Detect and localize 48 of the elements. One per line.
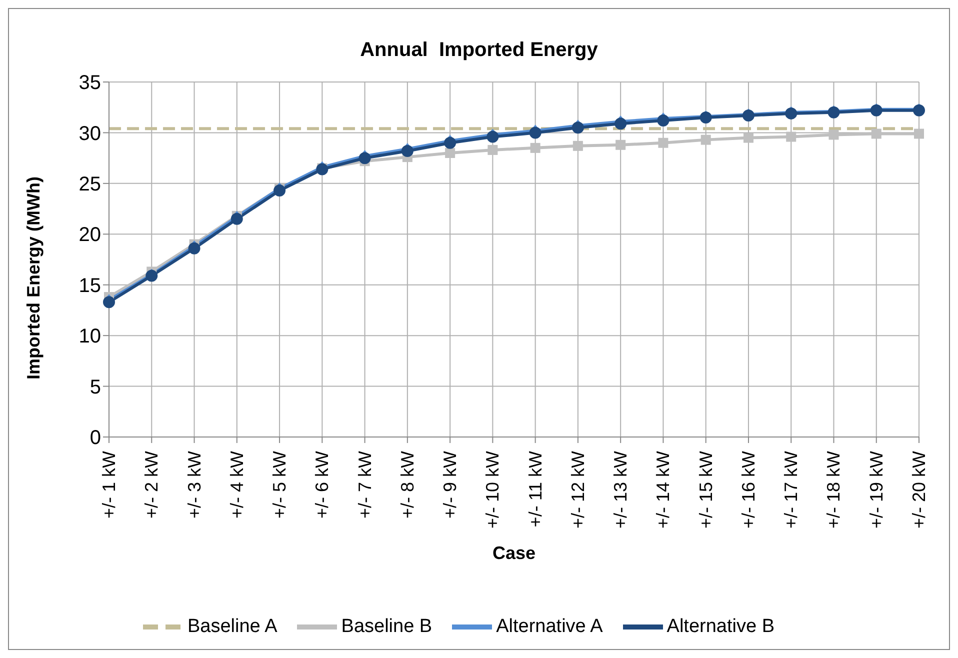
x-tick-label: +/- 4 kW (226, 450, 247, 519)
x-tick-label: +/- 16 kW (738, 451, 758, 529)
chart-title: Annual Imported Energy (359, 39, 599, 62)
x-axis-title: Case (492, 543, 536, 563)
point (914, 128, 924, 139)
x-tick-label: +/- 10 kW (482, 451, 503, 529)
y-tick-label: 10 (78, 326, 101, 348)
y-tick-label: 35 (78, 72, 101, 94)
legend-label: Alternative B (666, 616, 775, 638)
x-tick-label: +/- 9 kW (440, 450, 460, 519)
legend-label: Baseline B (341, 616, 432, 638)
point (530, 142, 540, 153)
point (274, 184, 286, 197)
y-tick-label: 20 (78, 224, 101, 246)
point (572, 140, 583, 151)
point (700, 134, 711, 145)
x-tick-label: +/- 11 kW (525, 450, 546, 528)
x-tick-label: +/- 3 kW (184, 450, 204, 519)
x-tick-label: +/- 7 kW (354, 450, 375, 519)
x-tick-label: +/- 13 kW (610, 451, 631, 529)
y-axis-title: Imported Energy (MWh) (23, 176, 44, 380)
x-tick-label: +/- 8 kW (397, 450, 418, 519)
x-tick-label: +/- 1 kW (99, 450, 119, 519)
x-tick-label: +/- 19 kW (866, 451, 886, 529)
y-tick-label: 30 (78, 122, 101, 145)
x-tick-label: +/- 6 kW (312, 450, 332, 519)
x-tick-label: +/- 12 kW (568, 451, 588, 529)
point (786, 132, 796, 142)
y-tick-label: 5 (90, 376, 101, 398)
x-tick-label: +/- 17 kW (781, 451, 802, 529)
x-tick-label: +/- 20 kW (909, 451, 929, 529)
x-tick-label: +/- 18 kW (824, 451, 844, 529)
x-tick-label: +/- 2 kW (142, 450, 162, 519)
point (743, 132, 754, 143)
x-tick-label: +/- 15 kW (696, 451, 716, 529)
y-tick-label: 15 (78, 274, 101, 297)
y-tick-label: 0 (90, 427, 101, 450)
point (871, 128, 882, 139)
legend-label: Alternative A (496, 616, 603, 638)
point (828, 130, 839, 140)
x-tick-label: +/- 5 kW (270, 450, 290, 519)
point (616, 140, 626, 150)
point (445, 148, 456, 158)
legend-label: Baseline A (187, 616, 278, 638)
x-tick-label: +/- 14 kW (653, 451, 674, 529)
y-tick-label: 25 (78, 174, 101, 196)
point (488, 144, 498, 155)
point (658, 138, 668, 148)
